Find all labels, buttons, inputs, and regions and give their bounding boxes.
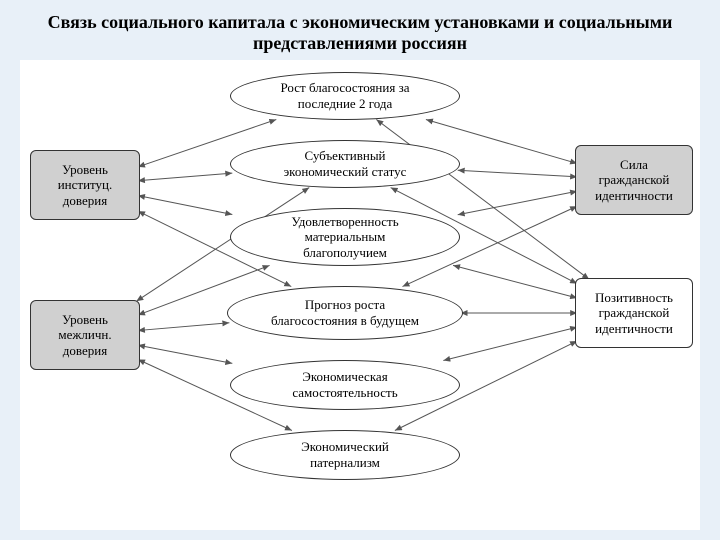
node-right_civic_strength: Силагражданскойидентичности xyxy=(575,145,693,215)
edge xyxy=(139,173,232,181)
node-right_civic_pos: Позитивностьгражданскойидентичности xyxy=(575,278,693,348)
node-c4: Прогноз ростаблагосостояния в будущем xyxy=(227,286,463,340)
edge xyxy=(139,196,232,215)
node-c1: Рост благосостояния запоследние 2 года xyxy=(230,72,460,120)
edge xyxy=(139,323,229,331)
node-c3: Удовлетворенностьматериальнымблагополучи… xyxy=(230,208,460,266)
node-c6: Экономическийпатернализм xyxy=(230,430,460,480)
edge xyxy=(453,265,576,297)
node-c2: Субъективныйэкономический статус xyxy=(230,140,460,188)
diagram-canvas: Уровеньинституц.доверия Уровеньмежличн.до… xyxy=(20,60,700,530)
node-left_interp: Уровеньмежличн.доверия xyxy=(30,300,140,370)
edge xyxy=(458,191,576,214)
node-left_trust: Уровеньинституц.доверия xyxy=(30,150,140,220)
edge xyxy=(443,327,576,360)
edge xyxy=(458,170,576,177)
edge xyxy=(139,345,232,363)
node-c5: Экономическаясамостоятельность xyxy=(230,360,460,410)
page-title: Связь социального капитала с экономическ… xyxy=(0,0,720,62)
